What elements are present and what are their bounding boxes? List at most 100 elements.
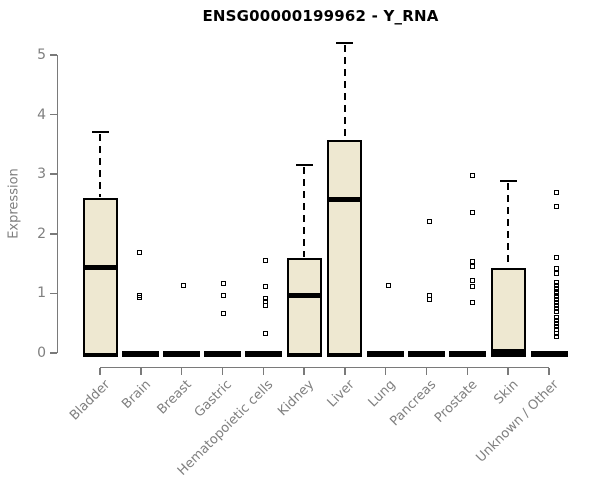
outlier-point (386, 283, 392, 289)
y-tick-label: 0 (37, 345, 46, 361)
x-tick (99, 368, 101, 375)
outlier-point (553, 189, 559, 195)
outlier-point (262, 283, 268, 289)
outlier-point (220, 292, 226, 298)
flat-box-brain (122, 350, 160, 357)
outlier-point (553, 297, 559, 303)
outlier-point (469, 300, 475, 306)
y-tick-label: 1 (37, 285, 46, 302)
flat-box-breast (163, 350, 201, 357)
y-axis-label: Expression (6, 168, 22, 239)
whisker-kidney (303, 167, 306, 257)
x-tick (262, 368, 265, 375)
outlier-point (469, 264, 475, 270)
whisker-cap-kidney (295, 164, 313, 167)
outlier-point (553, 314, 559, 320)
y-tick (49, 54, 57, 56)
chart-title: ENSG00000199962 - Y_RNA (202, 7, 439, 25)
x-tick (140, 368, 142, 375)
x-tick-label-kidney: Kidney (275, 377, 318, 420)
y-tick-label: 2 (37, 225, 46, 242)
whisker-cap-liver (336, 42, 354, 45)
x-tick-label-prostate: Prostate (431, 377, 481, 426)
median-line-kidney (288, 292, 320, 298)
x-tick-label-lung: Lung (365, 377, 399, 411)
flat-box-prostate (448, 350, 486, 357)
flat-box-gastric (203, 350, 241, 357)
y-tick (49, 352, 57, 354)
outlier-point (553, 291, 559, 297)
y-tick-label: 3 (37, 166, 46, 183)
y-tick (49, 113, 57, 116)
x-tick-label-brain: Brain (119, 377, 154, 413)
outlier-point (469, 277, 475, 283)
outlier-point (262, 330, 268, 336)
box-liver (327, 140, 363, 357)
x-tick (507, 368, 509, 375)
whisker-cap-bladder (91, 131, 109, 134)
outlier-point (220, 310, 226, 316)
x-tick (344, 368, 346, 375)
x-tick (303, 368, 305, 375)
outlier-point (553, 303, 559, 309)
whisker-skin (507, 183, 510, 267)
x-tick (466, 368, 469, 375)
whisker-cap-skin (499, 180, 517, 183)
outlier-point (553, 334, 559, 340)
outlier-point (553, 204, 559, 210)
flat-box-lung (367, 350, 405, 357)
whisker-bladder (99, 134, 101, 198)
flat-box-hematopoietic-cells (244, 350, 282, 357)
y-tick-label: 5 (37, 47, 46, 63)
outlier-point (553, 288, 559, 294)
y-tick (49, 173, 57, 175)
median-line-skin (492, 349, 524, 355)
flat-box-unknown-other (530, 350, 568, 357)
outlier-point (553, 320, 559, 326)
x-tick-label-liver: Liver (324, 377, 358, 411)
outlier-point (553, 254, 559, 260)
outlier-point (553, 294, 559, 300)
box-kidney (286, 257, 322, 357)
y-tick-label: 4 (37, 106, 46, 123)
outlier-point (553, 270, 559, 276)
x-tick-label-bladder: Bladder (66, 377, 113, 424)
x-tick (221, 368, 224, 375)
box-skin (490, 267, 526, 357)
outlier-point (553, 317, 559, 323)
outlier-point (427, 218, 433, 224)
outlier-point (553, 309, 559, 315)
outlier-point (262, 302, 268, 308)
x-tick-label-skin: Skin (490, 377, 522, 408)
outlier-point (137, 250, 143, 256)
outlier-point (553, 279, 559, 285)
outlier-point (181, 283, 187, 289)
box-bladder (82, 198, 118, 357)
whisker-liver (343, 45, 346, 140)
outlier-point (262, 257, 268, 263)
outlier-point (220, 280, 226, 286)
x-tick (425, 368, 428, 375)
outlier-point (469, 284, 475, 290)
outlier-point (553, 323, 559, 329)
y-axis-line (56, 55, 58, 353)
x-axis-line (100, 366, 550, 368)
outlier-point (553, 285, 559, 291)
outlier-point (469, 210, 475, 216)
y-tick (49, 233, 57, 235)
x-tick (180, 368, 183, 375)
outlier-point (553, 282, 559, 288)
median-line-liver (329, 197, 361, 203)
outlier-point (469, 173, 475, 179)
x-tick-label-breast: Breast (154, 377, 195, 418)
outlier-point (553, 300, 559, 306)
x-tick (384, 368, 387, 375)
x-tick (548, 368, 550, 375)
outlier-point (137, 295, 143, 301)
outlier-point (553, 306, 559, 312)
y-tick (49, 292, 57, 295)
flat-box-pancreas (408, 350, 446, 357)
median-line-bladder (84, 264, 116, 270)
outlier-point (427, 296, 433, 302)
